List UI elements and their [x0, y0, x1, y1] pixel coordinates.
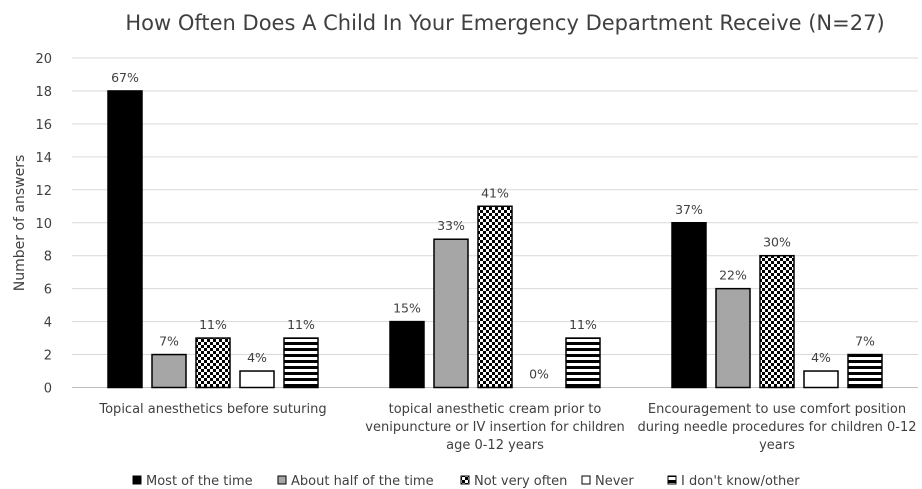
category-label: age 0-12 years: [446, 438, 544, 453]
data-label: 30%: [763, 235, 791, 250]
bar: [759, 254, 795, 389]
bar: [803, 370, 839, 389]
bar: [107, 90, 143, 389]
legend-swatch: [460, 475, 470, 485]
y-axis-label: Number of answers: [12, 155, 28, 292]
category-labels: Topical anesthetics before suturing topic…: [98, 402, 916, 453]
legend-swatch: [581, 475, 591, 485]
bar: [283, 337, 319, 389]
y-tick-label: 20: [35, 52, 52, 67]
y-axis-ticks: 0 2 4 6 8 10 12 14 16 18 20: [35, 52, 52, 397]
bar: [715, 287, 751, 389]
category-label: venipuncture or IV insertion for childre…: [365, 420, 624, 435]
bar: [239, 370, 275, 389]
bar: [847, 353, 883, 389]
data-label: 11%: [569, 317, 597, 332]
chart-title: How Often Does A Child In Your Emergency…: [125, 11, 884, 35]
category-label: Topical anesthetics before suturing: [98, 402, 326, 417]
data-label: 4%: [247, 350, 267, 365]
bar: [477, 205, 513, 389]
data-label: 11%: [199, 317, 227, 332]
bar: [195, 337, 231, 389]
bar: [433, 238, 469, 389]
category-label: during needle procedures for children 0-…: [638, 420, 917, 435]
data-label: 22%: [719, 268, 747, 283]
legend-swatch: [132, 475, 142, 485]
data-label: 11%: [287, 317, 315, 332]
legend-label: Never: [595, 474, 634, 489]
y-tick-label: 6: [44, 283, 52, 298]
category-label: topical anesthetic cream prior to: [389, 402, 602, 417]
y-tick-label: 16: [35, 118, 52, 133]
data-label: 4%: [811, 350, 831, 365]
legend-label: I don't know/other: [681, 474, 800, 489]
data-label: 7%: [159, 334, 179, 349]
data-label: 33%: [437, 218, 465, 233]
category-label: Encouragement to use comfort position: [648, 402, 906, 417]
data-label: 37%: [675, 202, 703, 217]
y-tick-label: 0: [44, 382, 52, 397]
data-label: 0%: [529, 367, 549, 382]
y-tick-label: 18: [35, 85, 52, 100]
legend-swatch: [667, 475, 677, 485]
bar: [565, 337, 601, 389]
data-label: 15%: [393, 301, 421, 316]
data-label: 41%: [481, 185, 509, 200]
data-label: 7%: [855, 334, 875, 349]
data-labels: 67% 7% 11% 4% 11% 15% 33% 41% 0% 11% 37% 22% 30% 4% 7%: [111, 70, 875, 382]
y-tick-label: 8: [44, 250, 52, 265]
data-label: 67%: [111, 70, 139, 85]
category-label: years: [759, 438, 795, 453]
bars: [107, 90, 883, 389]
y-tick-label: 10: [35, 217, 52, 232]
legend-swatch: [277, 475, 287, 485]
legend-label: Not very often: [474, 474, 567, 489]
y-tick-label: 14: [35, 151, 52, 166]
y-tick-label: 4: [44, 316, 52, 331]
bar: [151, 353, 187, 389]
legend: Most of the time About half of the time No…: [132, 474, 800, 489]
y-tick-label: 12: [35, 184, 52, 199]
y-tick-label: 2: [44, 349, 52, 364]
legend-label: About half of the time: [291, 474, 434, 489]
bar: [671, 222, 707, 389]
bar: [389, 320, 425, 389]
legend-label: Most of the time: [146, 474, 253, 489]
